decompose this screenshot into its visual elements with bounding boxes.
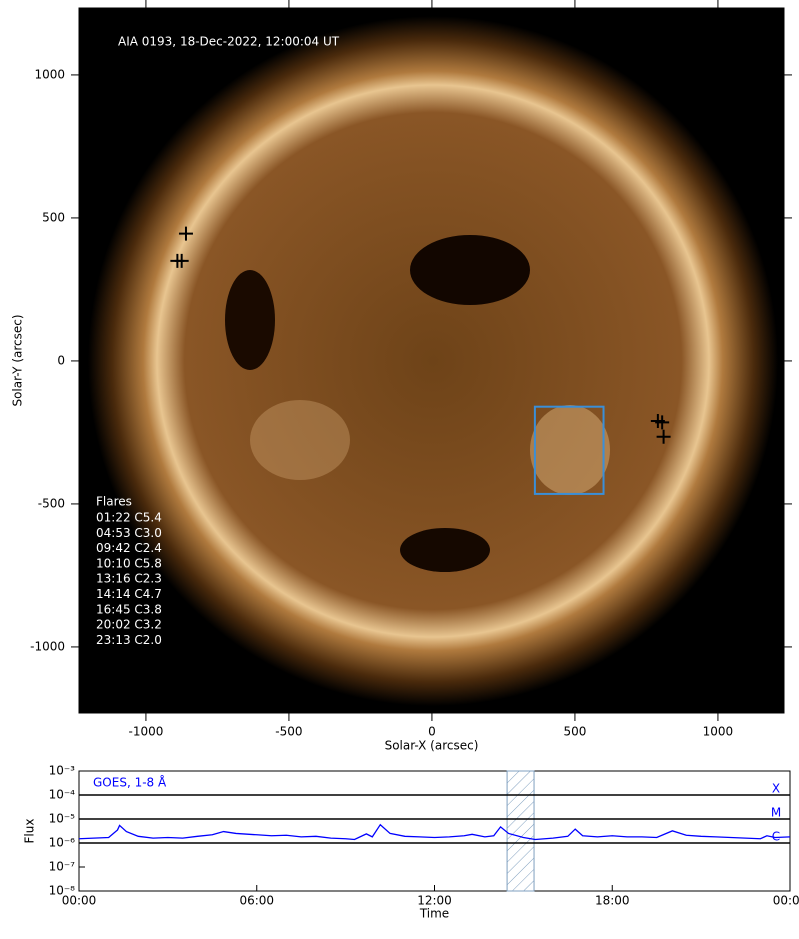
flare-entry: 01:22 C5.4 <box>96 511 162 525</box>
x-axis-label: Time <box>419 907 449 921</box>
flare-entry: 10:10 C5.8 <box>96 556 162 570</box>
y-axis-label: Solar-Y (arcsec) <box>11 314 25 406</box>
y-tick-label: 10⁻⁶ <box>49 836 76 850</box>
x-tick-label: -1000 <box>128 725 163 739</box>
y-tick-label: -500 <box>38 496 65 510</box>
flare-entry: 04:53 C3.0 <box>96 526 162 540</box>
flare-entry: 16:45 C3.8 <box>96 602 162 616</box>
flare-marker <box>178 226 193 241</box>
highlight-band <box>506 770 535 892</box>
active-region <box>530 405 610 495</box>
flare-entry: 20:02 C3.2 <box>96 618 162 632</box>
y-tick-label: 10⁻⁷ <box>49 860 76 874</box>
flare-entry: 23:13 C2.0 <box>96 633 162 647</box>
active-region <box>250 400 350 480</box>
sun-disk <box>88 16 778 706</box>
flux-line <box>78 823 791 841</box>
plot-annotation: GOES, 1-8 Å <box>93 775 167 790</box>
coronal-hole <box>225 270 275 370</box>
level-label: X <box>772 782 780 796</box>
level-label: C <box>772 830 780 844</box>
y-axis-label: Flux <box>23 819 37 844</box>
x-tick-label: 12:00 <box>417 894 452 908</box>
y-tick-label: -1000 <box>30 639 65 653</box>
legend-title: Flares <box>96 495 132 509</box>
y-tick-label: 1000 <box>34 67 65 81</box>
x-tick-label: 00:00 <box>773 894 799 908</box>
flare-entry: 13:16 C2.3 <box>96 572 162 586</box>
x-tick-label: 00:00 <box>62 894 97 908</box>
x-tick-label: 1000 <box>703 725 734 739</box>
flare-marker <box>655 415 670 430</box>
y-tick-label: 0 <box>57 353 65 367</box>
flare-entry: 14:14 C4.7 <box>96 587 162 601</box>
coronal-hole <box>400 528 490 572</box>
flare-entry: 09:42 C2.4 <box>96 541 162 555</box>
x-tick-label: -500 <box>275 725 302 739</box>
x-tick-label: 500 <box>563 725 586 739</box>
y-tick-label: 10⁻⁴ <box>49 788 76 802</box>
y-tick-label: 10⁻⁸ <box>49 884 76 898</box>
y-tick-label: 10⁻⁵ <box>49 812 76 826</box>
image-annotation: AIA 0193, 18-Dec-2022, 12:00:04 UT <box>118 35 340 49</box>
flare-marker <box>174 253 189 268</box>
coronal-hole <box>410 235 530 305</box>
x-axis-label: Solar-X (arcsec) <box>385 739 479 753</box>
x-tick-label: 18:00 <box>595 894 630 908</box>
y-tick-label: 10⁻³ <box>49 764 76 778</box>
flare-marker <box>656 429 671 444</box>
x-tick-label: 06:00 <box>239 894 274 908</box>
region-box <box>533 405 605 495</box>
level-label: M <box>771 806 781 820</box>
plot-frame <box>78 770 791 892</box>
sun-image <box>88 16 778 706</box>
y-tick-label: 500 <box>42 210 65 224</box>
x-tick-label: 0 <box>428 725 436 739</box>
